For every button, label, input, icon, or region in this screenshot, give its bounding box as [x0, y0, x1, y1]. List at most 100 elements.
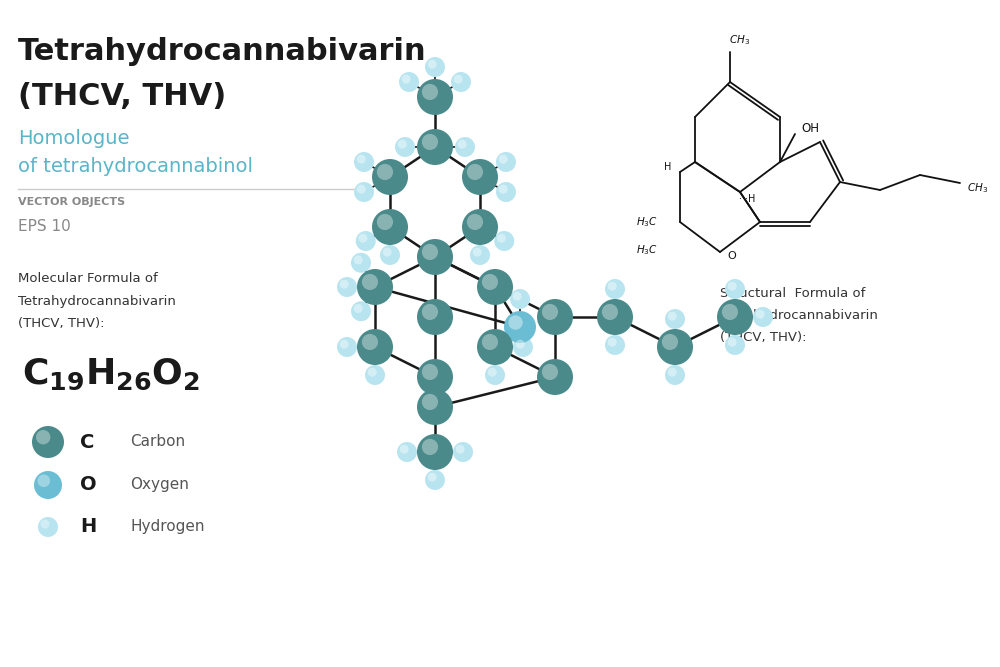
Circle shape [717, 299, 753, 335]
Text: Structural  Formula of: Structural Formula of [720, 287, 865, 300]
Circle shape [497, 233, 506, 243]
Circle shape [516, 340, 525, 349]
Circle shape [337, 277, 357, 297]
Circle shape [377, 164, 393, 180]
Text: H: H [80, 518, 96, 536]
Circle shape [451, 72, 471, 92]
Circle shape [728, 338, 737, 347]
Circle shape [513, 291, 522, 301]
Circle shape [488, 368, 497, 377]
Circle shape [453, 442, 473, 462]
Text: Molecular Formula of: Molecular Formula of [18, 272, 158, 285]
Circle shape [380, 245, 400, 265]
Circle shape [37, 474, 50, 487]
Circle shape [608, 338, 617, 347]
Text: Tetrahydrocannabivarin: Tetrahydrocannabivarin [18, 37, 427, 66]
Circle shape [428, 60, 437, 69]
Circle shape [372, 159, 408, 195]
Circle shape [417, 389, 453, 425]
Circle shape [482, 334, 498, 350]
Circle shape [354, 255, 363, 264]
Circle shape [496, 182, 516, 202]
Text: $\mathbf{C_{19}H_{26}O_2}$: $\mathbf{C_{19}H_{26}O_2}$ [22, 357, 200, 392]
Circle shape [357, 329, 393, 365]
Circle shape [605, 279, 625, 299]
Text: $H_3C$: $H_3C$ [636, 243, 658, 257]
Circle shape [454, 75, 463, 83]
Circle shape [36, 430, 50, 444]
Circle shape [455, 137, 475, 157]
Text: VECTOR OBJECTS: VECTOR OBJECTS [18, 197, 125, 207]
Circle shape [422, 134, 438, 150]
Circle shape [467, 164, 483, 180]
Circle shape [417, 434, 453, 470]
Text: C: C [80, 432, 94, 452]
Circle shape [668, 311, 677, 321]
Circle shape [608, 281, 617, 291]
Circle shape [753, 307, 773, 327]
Circle shape [728, 281, 737, 291]
Circle shape [482, 274, 498, 290]
Text: Carbon: Carbon [130, 434, 185, 450]
Circle shape [467, 214, 483, 230]
Circle shape [372, 209, 408, 245]
Circle shape [357, 155, 366, 163]
Circle shape [362, 274, 378, 290]
Circle shape [40, 520, 50, 528]
Text: H: H [664, 162, 672, 172]
Circle shape [356, 231, 376, 251]
Circle shape [508, 315, 523, 329]
Circle shape [362, 334, 378, 350]
Circle shape [665, 309, 685, 329]
Circle shape [657, 329, 693, 365]
Circle shape [425, 57, 445, 77]
Circle shape [477, 269, 513, 305]
Circle shape [504, 311, 536, 343]
Text: $CH_3$: $CH_3$ [729, 33, 751, 47]
Circle shape [398, 139, 407, 149]
Circle shape [417, 299, 453, 335]
Circle shape [722, 304, 738, 320]
Circle shape [417, 359, 453, 395]
Circle shape [32, 426, 64, 458]
Circle shape [725, 279, 745, 299]
Circle shape [725, 335, 745, 355]
Circle shape [470, 245, 490, 265]
Circle shape [357, 185, 366, 193]
Circle shape [417, 239, 453, 275]
Text: Hydrogen: Hydrogen [130, 520, 205, 534]
Circle shape [383, 247, 392, 257]
Circle shape [358, 233, 367, 243]
Circle shape [499, 185, 508, 193]
Circle shape [397, 442, 417, 462]
Circle shape [537, 299, 573, 335]
Circle shape [34, 471, 62, 499]
Circle shape [351, 301, 371, 321]
Text: Tetrahydrocannabivarin: Tetrahydrocannabivarin [18, 295, 176, 308]
Text: ···H: ···H [739, 194, 755, 204]
Circle shape [458, 139, 467, 149]
Circle shape [597, 299, 633, 335]
Circle shape [399, 72, 419, 92]
Text: Homologue: Homologue [18, 129, 130, 148]
Circle shape [456, 445, 465, 454]
Text: EPS 10: EPS 10 [18, 219, 71, 234]
Circle shape [485, 365, 505, 385]
Circle shape [665, 365, 685, 385]
Circle shape [365, 365, 385, 385]
Circle shape [422, 394, 438, 410]
Text: OH: OH [801, 123, 819, 135]
Circle shape [542, 364, 558, 380]
Text: (THCV, THV): (THCV, THV) [18, 82, 226, 111]
Circle shape [351, 253, 371, 273]
Circle shape [354, 182, 374, 202]
Circle shape [542, 304, 558, 320]
Circle shape [668, 368, 677, 377]
Circle shape [417, 129, 453, 165]
Circle shape [605, 335, 625, 355]
Circle shape [377, 214, 393, 230]
Circle shape [354, 152, 374, 172]
Circle shape [422, 84, 438, 100]
Text: $H_3C$: $H_3C$ [636, 215, 658, 229]
Circle shape [368, 368, 377, 377]
